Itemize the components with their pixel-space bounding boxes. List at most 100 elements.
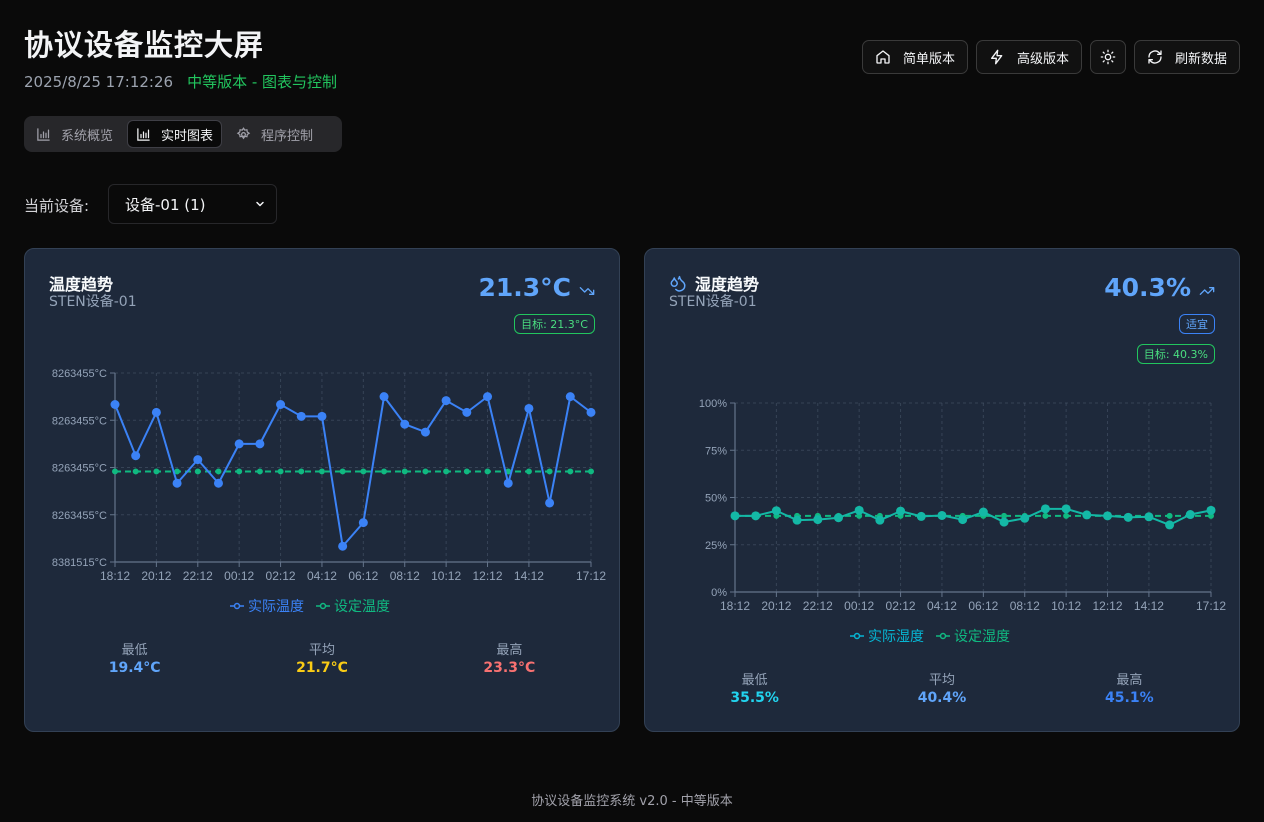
x-tick-label: 20:12 — [761, 599, 791, 613]
droplets-icon — [670, 275, 686, 292]
y-tick-label: 8263455°C — [52, 463, 107, 475]
target-point — [153, 468, 160, 475]
actual-point — [545, 498, 555, 508]
actual-point — [916, 511, 926, 521]
y-tick-label: 8263455°C — [52, 368, 107, 380]
actual-point — [400, 419, 410, 429]
actual-point — [999, 517, 1009, 527]
target-point — [360, 468, 367, 475]
x-tick-label: 22:12 — [803, 599, 833, 613]
temperature-chart: 8381515°C 8263455°C 8263455°C 8263455°C 8263… — [52, 368, 607, 583]
target-point — [112, 468, 118, 475]
target-point — [1042, 512, 1049, 519]
tab-realtime-charts[interactable]: 实时图表 — [127, 120, 223, 148]
x-tick-label: 10:12 — [431, 569, 461, 583]
target-point — [298, 468, 305, 475]
chevron-down-icon — [256, 201, 264, 207]
actual-point — [751, 511, 761, 521]
stat-label: 最低 — [121, 643, 148, 658]
humidity-card-title: 湿度趋势 — [695, 275, 760, 294]
x-tick-label: 06:12 — [968, 599, 998, 613]
temperature-legend: 实际温度 设定温度 — [230, 596, 390, 616]
legend-target-humidity[interactable]: 设定湿度 — [936, 626, 1010, 646]
page-title: 协议设备监控大屏 — [24, 28, 265, 62]
x-tick-label: 08:12 — [390, 569, 420, 583]
legend-line-icon — [936, 632, 950, 640]
gear-icon — [236, 126, 251, 139]
device-selected-value: 设备-01 (1) — [125, 195, 206, 214]
actual-point — [1144, 512, 1154, 522]
target-point — [194, 468, 201, 475]
top-actions: 简单版本 高级版本 刷新数据 — [861, 40, 1240, 74]
legend-target-temperature[interactable]: 设定温度 — [316, 596, 390, 616]
actual-point — [875, 515, 885, 525]
stat-value: 23.3°C — [483, 660, 536, 676]
humidity-chart: 0% 25% 50% 75% 100% 18:12 20:12 22:12 00:12 02:12… — [699, 398, 1226, 613]
target-point — [381, 468, 388, 475]
tab-program-control[interactable]: 程序控制 — [228, 120, 321, 148]
humidity-current-value: 40.3% — [1104, 273, 1191, 302]
refresh-button[interactable]: 刷新数据 — [1133, 40, 1240, 74]
actual-point — [1082, 510, 1092, 520]
x-tick-label: 02:12 — [886, 599, 916, 613]
simple-version-button[interactable]: 简单版本 — [861, 40, 968, 74]
target-point — [1166, 512, 1173, 519]
stat-label: 平均 — [308, 643, 335, 658]
tab-overview-label: 系统概览 — [61, 128, 114, 144]
target-point — [318, 468, 325, 475]
stat-value: 21.7°C — [296, 660, 348, 676]
tab-overview[interactable]: 系统概览 — [28, 120, 121, 148]
tab-program-label: 程序控制 — [261, 128, 314, 144]
actual-point — [586, 407, 596, 417]
y-tick-label: 8381515°C — [52, 557, 107, 569]
actual-point — [234, 439, 244, 449]
theme-toggle-button[interactable] — [1089, 40, 1126, 74]
humidity-stats: 最低 35.5% 平均 40.4% 最高 45.1% — [645, 669, 1239, 706]
actual-point — [462, 407, 472, 417]
bar-chart-icon — [37, 127, 50, 141]
legend-actual-humidity[interactable]: 实际湿度 — [850, 626, 924, 646]
x-tick-label: 18:12 — [720, 599, 750, 613]
y-tick-label: 25% — [705, 540, 727, 552]
y-tick-label: 100% — [699, 398, 727, 410]
actual-point — [978, 507, 988, 517]
target-point — [339, 468, 346, 475]
view-tabs: 系统概览 实时图表 程序控制 — [24, 116, 342, 152]
actual-point — [958, 515, 968, 525]
trending-up-icon — [1199, 287, 1215, 295]
temperature-stat-avg: 平均 21.7°C — [228, 639, 415, 676]
target-point — [256, 468, 263, 475]
stat-label: 最高 — [1116, 673, 1143, 688]
actual-series-line — [114, 395, 592, 548]
target-point — [546, 468, 553, 475]
actual-point — [317, 411, 327, 421]
target-point — [215, 468, 222, 475]
temperature-stat-min: 最低 19.4°C — [41, 639, 228, 676]
stat-label: 平均 — [928, 673, 955, 688]
humidity-target-badge: 目标: 40.3% — [1136, 344, 1215, 364]
trending-down-icon — [579, 287, 595, 295]
y-tick-label: 8263455°C — [52, 510, 107, 522]
stat-label: 最高 — [496, 643, 523, 658]
device-label: 当前设备: — [24, 197, 90, 215]
y-tick-label: 0% — [711, 587, 727, 599]
target-point — [443, 468, 450, 475]
actual-point — [172, 478, 182, 488]
actual-point — [296, 411, 306, 421]
y-tick-label: 8263455°C — [52, 415, 107, 427]
advanced-version-button[interactable]: 高级版本 — [975, 40, 1082, 74]
humidity-stat-min: 最低 35.5% — [661, 669, 848, 706]
x-tick-label: 17:12 — [576, 569, 606, 583]
humidity-card-header: 湿度趋势 — [669, 271, 759, 295]
device-select[interactable]: 设备-01 (1) — [108, 184, 277, 224]
actual-point — [1206, 505, 1216, 515]
legend-actual-temperature[interactable]: 实际温度 — [230, 596, 304, 616]
tab-realtime-label: 实时图表 — [161, 128, 214, 144]
actual-point — [110, 400, 120, 409]
lightning-icon — [990, 49, 1003, 65]
temperature-target-badge: 目标: 21.3°C — [514, 314, 595, 334]
x-tick-label: 22:12 — [183, 569, 213, 583]
x-tick-label: 00:12 — [844, 599, 874, 613]
y-tick-label: 75% — [705, 445, 727, 457]
humidity-card: 湿度趋势 STEN设备-01 40.3% 适宜 目标: 40.3% 0% 25% 5… — [644, 248, 1240, 732]
